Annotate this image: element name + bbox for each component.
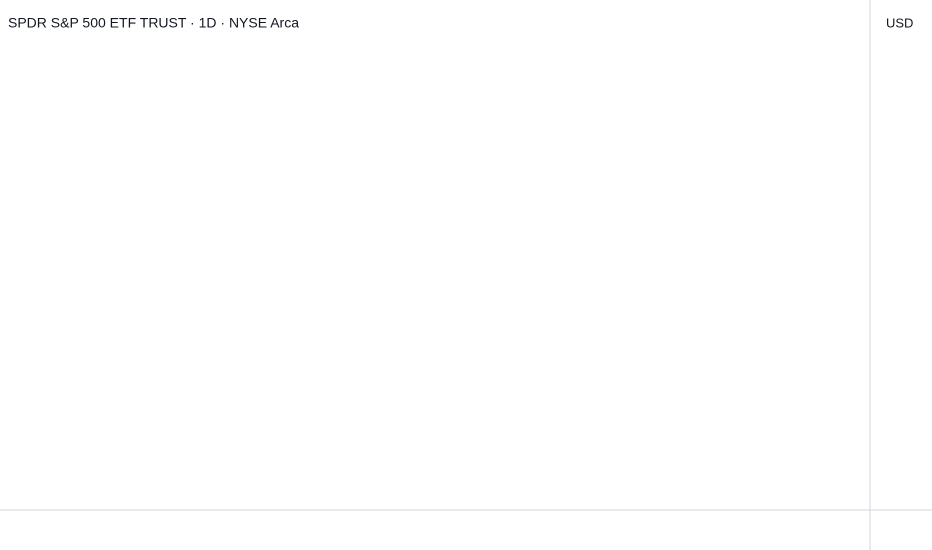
- chart-title: SPDR S&P 500 ETF TRUST · 1D · NYSE Arca: [8, 15, 299, 31]
- currency-label: USD: [886, 15, 913, 30]
